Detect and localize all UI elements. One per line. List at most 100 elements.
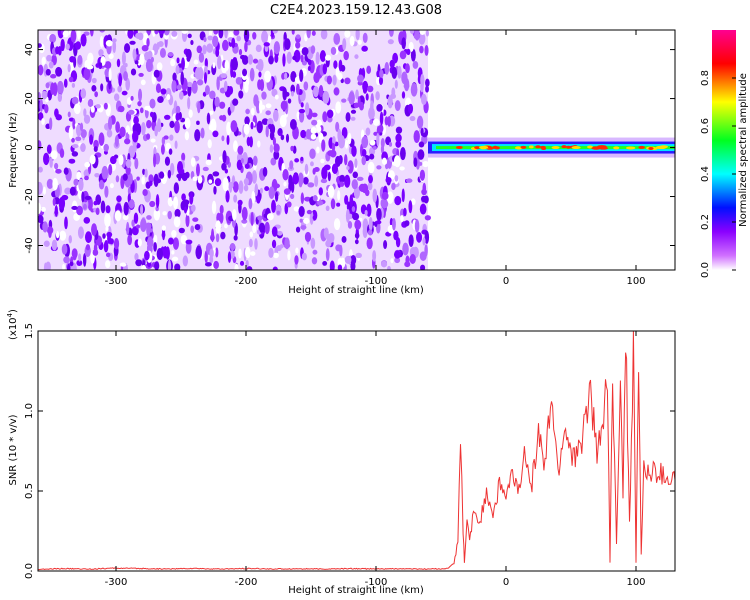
signal-peak xyxy=(455,145,463,149)
noise-speck xyxy=(235,76,243,85)
noise-speck xyxy=(127,30,134,39)
noise-speck xyxy=(167,52,174,57)
noise-speck xyxy=(189,192,194,205)
noise-speck xyxy=(233,194,238,203)
noise-speck xyxy=(400,147,406,161)
noise-speck xyxy=(90,30,94,37)
noise-speck xyxy=(324,54,332,61)
noise-speck xyxy=(291,30,295,35)
noise-speck xyxy=(41,118,45,125)
noise-speck xyxy=(138,72,144,77)
noise-speck xyxy=(333,218,341,231)
noise-speck xyxy=(257,215,263,221)
noise-speck xyxy=(241,219,248,224)
noise-speck xyxy=(351,179,358,190)
noise-speck xyxy=(369,139,376,146)
noise-speck xyxy=(70,30,77,43)
noise-speck xyxy=(316,125,322,133)
svg-text:(x104): (x104) xyxy=(6,309,19,340)
noise-speck xyxy=(422,237,426,246)
noise-speck xyxy=(149,111,154,118)
x-tick-label: -200 xyxy=(235,276,258,287)
noise-speck xyxy=(117,105,125,113)
noise-speck xyxy=(340,64,346,72)
noise-speck xyxy=(175,105,181,114)
noise-speck xyxy=(177,160,184,174)
noise-speck xyxy=(236,35,241,42)
noise-speck xyxy=(312,249,318,255)
noise-speck xyxy=(248,238,253,248)
noise-speck xyxy=(127,172,133,185)
colorbar-tick-label: 0.6 xyxy=(700,118,711,134)
noise-speck xyxy=(225,190,230,203)
noise-speck xyxy=(352,212,360,221)
noise-speck xyxy=(105,252,111,258)
noise-speck xyxy=(207,139,212,149)
noise-speck xyxy=(254,183,259,197)
noise-speck xyxy=(232,181,239,193)
noise-speck xyxy=(393,230,399,241)
noise-speck xyxy=(83,67,91,81)
noise-speck xyxy=(300,54,304,63)
noise-speck xyxy=(307,65,311,72)
noise-speck xyxy=(289,160,294,170)
noise-speck xyxy=(273,41,281,55)
noise-speck xyxy=(425,78,430,87)
snr-x-ticks: -300 -200 -100 0 100 xyxy=(105,331,646,588)
noise-speck xyxy=(368,217,373,231)
noise-speck xyxy=(224,59,230,71)
noise-speck xyxy=(83,203,87,210)
spectrogram-heatmap xyxy=(38,30,675,270)
noise-speck xyxy=(233,140,238,152)
noise-speck xyxy=(68,235,72,244)
noise-speck xyxy=(95,104,101,109)
noise-speck xyxy=(319,50,326,62)
noise-speck xyxy=(244,163,250,169)
noise-speck xyxy=(263,42,270,47)
colorbar-label: Normalized spectral amplitude xyxy=(738,73,749,227)
noise-speck xyxy=(43,240,50,247)
noise-speck xyxy=(38,202,42,215)
noise-speck xyxy=(187,97,191,110)
noise-speck xyxy=(206,112,211,125)
y-tick-label: 40 xyxy=(24,43,35,56)
noise-speck xyxy=(251,170,258,184)
noise-speck xyxy=(43,152,50,166)
noise-speck xyxy=(330,198,336,210)
noise-speck xyxy=(147,50,153,59)
noise-speck xyxy=(282,53,286,67)
snr-scale-exponent: 4 xyxy=(6,312,14,317)
noise-speck xyxy=(320,158,325,164)
noise-speck xyxy=(100,200,106,214)
noise-speck xyxy=(127,234,133,246)
noise-speck xyxy=(232,98,239,106)
signal-peak xyxy=(535,145,541,149)
noise-speck xyxy=(269,144,274,153)
signal-peak xyxy=(492,145,498,149)
noise-speck xyxy=(209,90,216,100)
noise-speck xyxy=(237,199,243,206)
noise-speck xyxy=(196,79,204,86)
noise-speck xyxy=(257,79,262,90)
noise-speck xyxy=(62,30,69,38)
noise-speck xyxy=(176,173,183,179)
noise-speck xyxy=(282,169,289,181)
noise-speck xyxy=(272,136,276,146)
noise-speck xyxy=(394,257,401,264)
noise-speck xyxy=(84,175,89,181)
noise-speck xyxy=(71,96,79,105)
noise-speck xyxy=(73,103,81,115)
noise-speck xyxy=(301,47,309,56)
noise-speck xyxy=(41,90,48,100)
noise-speck xyxy=(76,259,83,266)
noise-speck xyxy=(124,138,131,145)
noise-speck xyxy=(118,154,124,166)
noise-speck xyxy=(99,30,105,33)
noise-speck xyxy=(160,144,165,155)
noise-speck xyxy=(140,79,146,86)
noise-speck xyxy=(67,63,71,73)
noise-speck xyxy=(112,40,117,53)
noise-speck xyxy=(395,140,402,148)
noise-speck xyxy=(405,178,413,183)
noise-speck xyxy=(125,159,132,169)
